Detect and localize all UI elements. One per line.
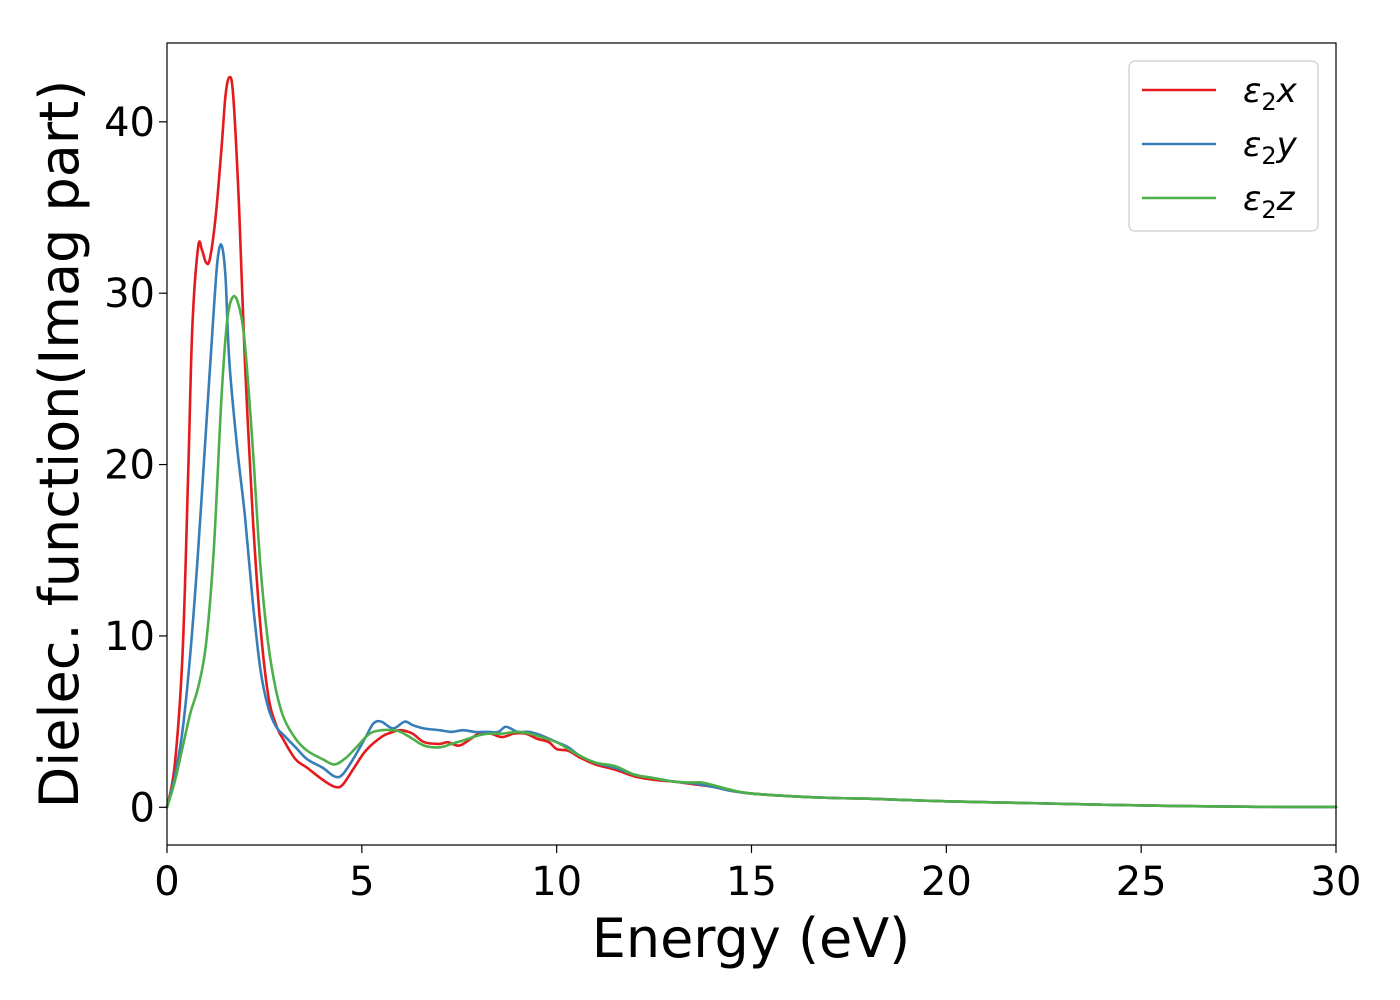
x-tick-label: 5 [349, 859, 374, 905]
legend-label-y: ε2y [1243, 125, 1298, 170]
x-tick-label: 10 [531, 859, 582, 905]
y-axis: 0 10 20 30 40 [104, 100, 167, 831]
legend-label-x: ε2x [1243, 71, 1298, 116]
series-layer [165, 75, 1338, 809]
y-tick-label: 20 [104, 443, 155, 489]
x-axis-title: Energy (eV) [592, 907, 911, 970]
series-line-z [165, 294, 1338, 809]
y-tick-label: 0 [130, 785, 155, 831]
x-tick-label: 20 [921, 859, 972, 905]
x-tick-label: 25 [1116, 859, 1167, 905]
y-tick-label: 10 [104, 614, 155, 660]
x-tick-label: 0 [154, 859, 179, 905]
legend: ε2x ε2y ε2z [1128, 60, 1319, 232]
y-axis-title: Dielec. function(Imag part) [28, 80, 91, 809]
legend-box [1128, 60, 1319, 232]
x-tick-label: 30 [1311, 859, 1362, 905]
y-tick-label: 40 [104, 100, 155, 146]
x-tick-label: 15 [726, 859, 777, 905]
x-axis: 0 5 10 15 20 25 30 [154, 845, 1361, 905]
y-tick-label: 30 [104, 271, 155, 317]
legend-label-z: ε2z [1243, 179, 1296, 224]
